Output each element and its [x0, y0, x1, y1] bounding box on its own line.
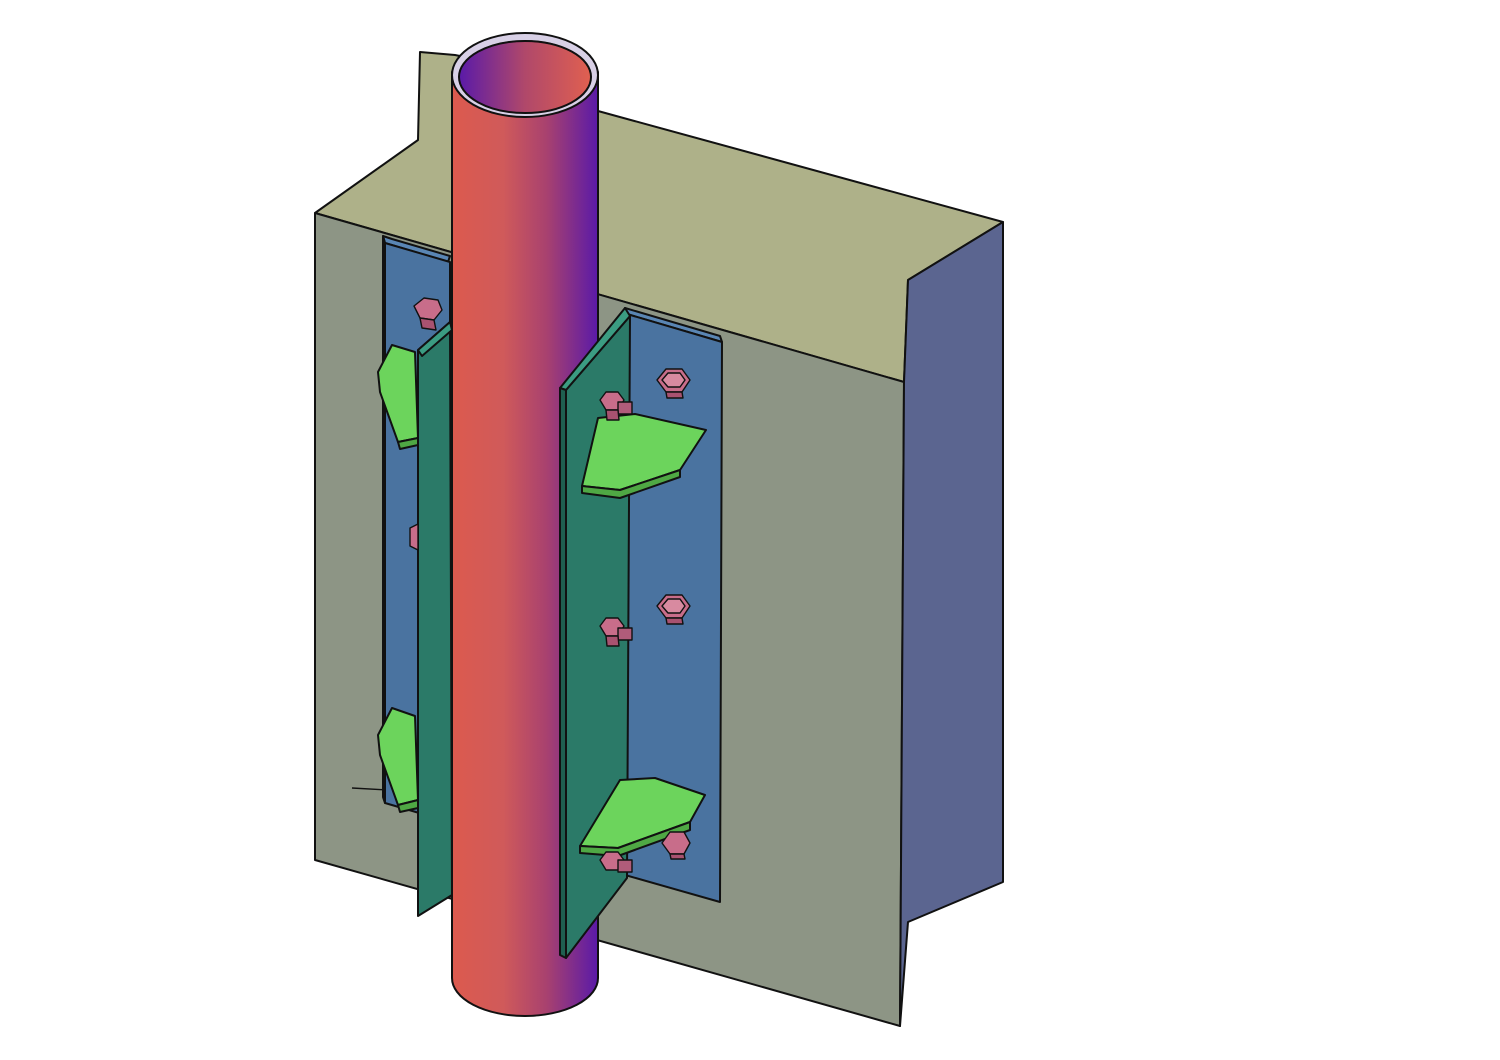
bolt-nut-lower — [599, 851, 633, 873]
back-stiffener-upper — [377, 344, 419, 450]
front-stiffener-upper — [581, 413, 707, 499]
block-side-face — [899, 221, 1004, 1027]
bolt-head-lower — [661, 831, 691, 860]
front-stiffener-lower — [579, 777, 706, 857]
bolt-nut-upper — [599, 391, 633, 421]
back-bolt-upper — [413, 297, 443, 331]
back-gusset-plate — [417, 321, 453, 917]
bolt-head-upper — [656, 368, 691, 399]
bolt-nut-middle — [599, 617, 633, 647]
bolt-head-middle — [656, 594, 691, 625]
back-stiffener-lower — [377, 707, 419, 813]
back-bolt-middle — [409, 523, 419, 551]
